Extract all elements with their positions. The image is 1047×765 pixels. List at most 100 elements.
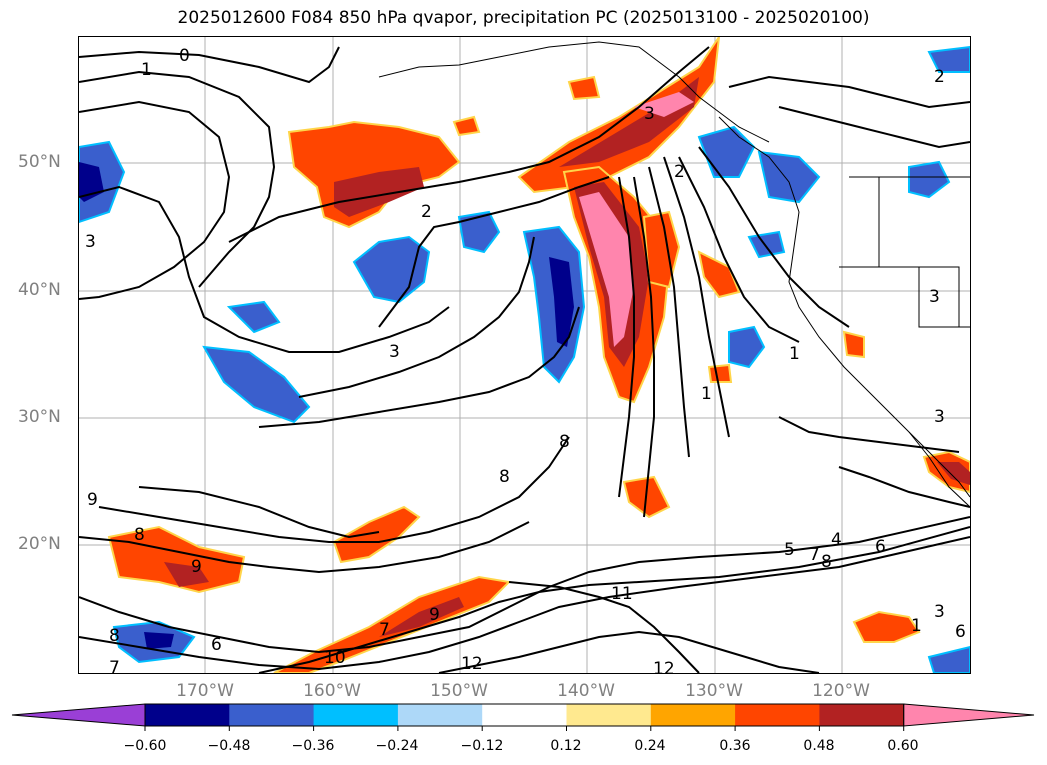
- contour-7: [138, 486, 380, 539]
- colorbar-segment: [397, 704, 483, 726]
- contour-label: 8: [134, 525, 145, 545]
- anomaly-neg-west-2: [226, 300, 281, 334]
- contour-trough-b: [298, 236, 535, 398]
- anomaly-neg-sw-core: [144, 632, 174, 649]
- anomaly-nw-core: [334, 167, 424, 217]
- anomaly-neg-ne: [908, 160, 951, 199]
- contour-3-ridge: [79, 185, 450, 353]
- contour-label: 8: [109, 626, 120, 646]
- anomaly-sw-cluster: [107, 525, 246, 594]
- contour-0: [79, 46, 340, 84]
- map-title: 2025012600 F084 850 hPa qvapor, precipit…: [177, 8, 870, 28]
- contour-1: [79, 70, 276, 288]
- contour-8: [98, 436, 570, 543]
- contour-label: 1: [911, 616, 922, 636]
- anomaly-neg-bc: [757, 150, 821, 204]
- anomaly-neg-nw-coast: [697, 125, 756, 178]
- lon-label: 160°W: [303, 681, 361, 701]
- colorbar-tick: 0.36: [719, 738, 751, 754]
- anomaly-cal-small: [842, 330, 865, 359]
- contours: [79, 46, 970, 673]
- alaska-coast: [378, 41, 770, 143]
- contour-label: 6: [955, 622, 966, 642]
- lat-label: 30°N: [18, 407, 61, 427]
- colorbar-segment: [313, 704, 399, 726]
- contour-label: 2: [421, 202, 432, 222]
- colorbar-tick: 0.60: [887, 738, 919, 754]
- contour-label: 8: [559, 432, 570, 452]
- anomaly-neg-se: [927, 645, 970, 673]
- contour-label: 9: [429, 605, 440, 625]
- contour-east-2: [698, 146, 850, 328]
- contour-label: 3: [644, 104, 655, 124]
- contour-ne-2: [778, 106, 970, 149]
- contour-label: 1: [701, 384, 712, 404]
- colorbar-segment: [145, 704, 230, 726]
- baja: [908, 431, 970, 508]
- contour-label: 7: [809, 545, 820, 565]
- anomaly-small-2: [567, 75, 601, 101]
- contour-label: 0: [179, 46, 190, 66]
- contour-label: 7: [109, 658, 120, 673]
- anomaly-mid-patch: [332, 505, 421, 564]
- anomaly-sw-core: [164, 562, 209, 587]
- contour-11: [508, 581, 700, 673]
- colorbar-tick: −0.60: [123, 738, 167, 754]
- lat-label: 50°N: [18, 152, 61, 172]
- contour-label: 11: [611, 584, 633, 604]
- colorbar-tick: 0.24: [634, 738, 666, 754]
- anomaly-neg-west: [202, 345, 311, 424]
- contour-label: 5: [784, 540, 795, 560]
- contour-label-group: 0 1 2 3 3 2 2 1 3 3 3 1 8 8 9 8 9 9 8 7 …: [85, 46, 966, 673]
- colorbar-tick: −0.36: [291, 738, 335, 754]
- contour-trough-c: [258, 306, 580, 428]
- contour-label: 3: [934, 602, 945, 622]
- contour-label: 4: [831, 530, 842, 550]
- contour-label: 6: [211, 635, 222, 655]
- map-panel: 0 1 2 3 3 2 2 1 3 3 3 1 8 8 9 8 9 9 8 7 …: [78, 36, 971, 674]
- contour-label: 2: [934, 67, 945, 87]
- contour-label: 2: [674, 162, 685, 182]
- anomaly-jet-band: [517, 37, 720, 194]
- coastlines: [378, 41, 970, 508]
- contour-label: 12: [461, 654, 483, 673]
- lat-label: 20°N: [18, 534, 61, 554]
- negative-anomalies: [79, 45, 970, 673]
- contour-south-a: [79, 516, 970, 654]
- map-canvas: 0 1 2 3 3 2 2 1 3 3 3 1 8 8 9 8 9 9 8 7 …: [79, 37, 970, 673]
- colorbar-segment: [819, 704, 905, 726]
- anomaly-jet-band-core: [559, 77, 699, 167]
- anomaly-neg-pacific-2: [457, 210, 501, 254]
- contour-label: 9: [87, 490, 98, 510]
- contour-label: 3: [929, 287, 940, 307]
- anomaly-se-patch: [852, 610, 921, 643]
- contour-jet-1: [618, 176, 635, 498]
- contour-jet-4: [663, 156, 730, 438]
- lon-label: 170°W: [176, 681, 234, 701]
- anomaly-neg-ne-corner: [927, 45, 970, 73]
- us-state-lines: [839, 177, 970, 328]
- anomaly-coast-small: [697, 250, 741, 299]
- lat-label: 40°N: [18, 280, 61, 300]
- contour-east-1: [678, 156, 800, 343]
- colorbar-extend-max: [903, 703, 1035, 727]
- anomaly-small-1: [452, 115, 481, 137]
- contour-south-b: [79, 536, 970, 671]
- lon-label: 130°W: [685, 681, 743, 701]
- colorbar-segment: [735, 704, 820, 726]
- anomaly-small-3: [707, 363, 733, 383]
- anomaly-neg-coast-2: [747, 230, 786, 259]
- lon-label: 140°W: [557, 681, 615, 701]
- anomaly-jet-band-peak: [634, 92, 694, 117]
- anomaly-neg-ca: [728, 325, 766, 369]
- anomaly-ar-plume-peak: [579, 192, 634, 347]
- contour-ne-1: [728, 75, 970, 109]
- contour-label: 6: [875, 537, 886, 557]
- contour-coast-2: [838, 466, 970, 508]
- colorbar-tick: −0.24: [375, 738, 419, 754]
- contour-label: 12: [653, 659, 675, 673]
- contour-coast-1: [778, 416, 960, 453]
- colorbar-segment: [482, 704, 567, 726]
- contour-trough-a: [378, 176, 610, 328]
- anomaly-neg-trough: [522, 225, 586, 384]
